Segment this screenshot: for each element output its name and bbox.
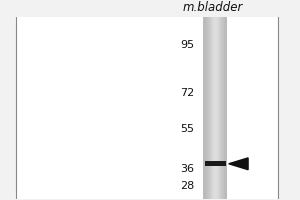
Polygon shape [229,158,248,170]
Bar [215,11,216,200]
Text: 36: 36 [181,164,195,174]
Bar [207,11,208,200]
Bar [219,11,220,200]
Bar [204,11,205,200]
Bar [222,11,223,200]
Text: m.bladder: m.bladder [183,1,243,14]
Bar [205,161,226,166]
Bar [205,11,206,200]
Bar [218,11,219,200]
Bar [214,11,215,200]
Bar [203,11,227,200]
Bar [16,11,278,200]
Bar [208,11,209,200]
Bar [211,11,212,200]
Bar [226,11,227,200]
Bar [212,11,213,200]
Bar [217,11,218,200]
Bar [216,11,217,200]
Text: 28: 28 [180,181,195,191]
Bar [213,11,214,200]
Bar [210,11,211,200]
Bar [206,11,207,200]
Bar [221,11,222,200]
Bar [203,11,204,200]
Text: 72: 72 [180,88,195,98]
Text: 95: 95 [181,40,195,50]
Bar [209,11,210,200]
Text: 55: 55 [181,124,195,134]
Bar [225,11,226,200]
Bar [220,11,221,200]
Bar [223,11,224,200]
Bar [224,11,225,200]
